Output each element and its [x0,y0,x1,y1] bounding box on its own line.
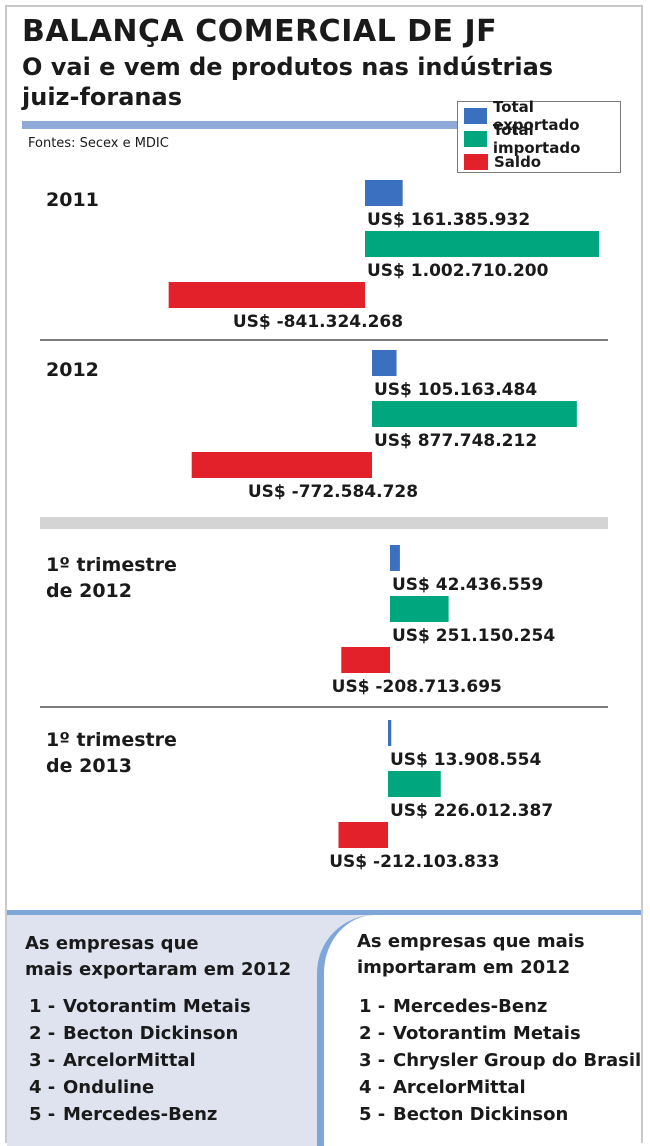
bar-saldo [168,282,365,308]
exporter-item: 1 - Votorantim Metais [29,993,251,1020]
exporter-item: 2 - Becton Dickinson [29,1020,251,1047]
data-label-saldo: US$ -212.103.833 [329,852,499,872]
rank-number: 5 - [359,1104,386,1125]
importer-item: 1 - Mercedes-Benz [359,993,641,1020]
page-title: BALANÇA COMERCIAL DE JF [22,14,498,49]
importer-item: 4 - ArcelorMittal [359,1074,641,1101]
exporters-heading-line2: mais exportaram em 2012 [25,959,292,980]
section-divider [40,706,608,708]
section-divider [40,517,608,529]
rank-number: 1 - [359,996,386,1017]
exporters-heading: As empresas que mais exportaram em 2012 [25,931,291,983]
legend-swatch-importado [464,130,487,147]
company-name: Votorantim Metais [393,1023,581,1044]
bar-saldo [338,822,388,848]
data-label-exportado: US$ 42.436.559 [392,575,543,595]
data-label-exportado: US$ 13.908.554 [390,750,542,770]
importers-heading-line2: importaram em 2012 [357,957,571,978]
company-name: ArcelorMittal [393,1077,526,1098]
data-label-exportado: US$ 105.163.484 [374,380,537,400]
source-note: Fontes: Secex e MDIC [28,136,169,151]
period-label: 1º trimestre [46,554,177,576]
company-name: ArcelorMittal [63,1050,196,1071]
company-name: Chrysler Group do Brasil [393,1050,642,1071]
period-label: de 2013 [46,755,132,777]
bar-importado [365,231,599,257]
legend-swatch-saldo [464,153,488,170]
rank-number: 4 - [29,1077,56,1098]
title-rule [22,121,462,129]
company-name: Becton Dickinson [63,1023,239,1044]
exporters-heading-line1: As empresas que [25,933,199,954]
bar-importado [372,401,577,427]
rank-number: 4 - [359,1077,386,1098]
data-label-saldo: US$ -208.713.695 [332,677,502,697]
rank-number: 1 - [29,996,56,1017]
chart-legend: Total exportado Total importado Saldo [457,98,621,173]
legend-swatch-exportado [464,107,487,124]
legend-label-exportado: Total exportado [492,97,580,134]
legend-item-saldo: Saldo [464,150,620,173]
bar-exportado [372,350,397,376]
rank-number: 5 - [29,1104,56,1125]
importer-item: 2 - Votorantim Metais [359,1020,641,1047]
bar-exportado [365,180,403,206]
rank-number: 3 - [359,1050,386,1071]
data-label-importado: US$ 1.002.710.200 [367,261,549,281]
data-label-exportado: US$ 161.385.932 [367,210,530,230]
data-label-importado: US$ 877.748.212 [374,431,537,451]
top-companies-panel: As empresas que mais exportaram em 2012 … [7,910,641,1146]
bar-saldo [191,452,372,478]
period-label: 2011 [46,189,99,211]
legend-item-exportado: Total exportado [464,98,620,134]
bar-importado [390,596,449,622]
company-name: Onduline [63,1077,155,1098]
exporter-item: 3 - ArcelorMittal [29,1047,251,1074]
data-label-importado: US$ 226.012.387 [390,801,553,821]
company-name: Becton Dickinson [393,1104,569,1125]
trade-balance-chart: 2011 US$ 161.385.932 US$ 1.002.710.200 US$ … [40,180,608,872]
importers-heading-line1: As empresas que mais [357,931,585,952]
bar-saldo [341,647,390,673]
data-label-saldo: US$ -841.324.268 [233,312,403,332]
rank-number: 2 - [29,1023,56,1044]
bar-exportado [388,720,392,746]
company-name: Votorantim Metais [63,996,251,1017]
data-label-saldo: US$ -772.584.728 [248,482,418,502]
exporter-item: 4 - Onduline [29,1074,251,1101]
bar-exportado [390,545,400,571]
importer-item: 5 - Becton Dickinson [359,1101,641,1128]
legend-item-importado: Total importado [464,121,620,157]
period-label: de 2012 [46,580,132,602]
rank-number: 2 - [359,1023,386,1044]
exporters-list: 1 - Votorantim Metais 2 - Becton Dickinson… [29,993,251,1128]
exporter-item: 5 - Mercedes-Benz [29,1101,251,1128]
legend-label-saldo: Saldo [494,152,542,171]
importers-heading: As empresas que mais importaram em 2012 [357,929,585,981]
period-label: 1º trimestre [46,729,177,751]
bar-importado [388,771,441,797]
company-name: Mercedes-Benz [63,1104,218,1125]
rank-number: 3 - [29,1050,56,1071]
importers-list: 1 - Mercedes-Benz 2 - Votorantim Metais 3 … [359,993,641,1128]
company-name: Mercedes-Benz [393,996,548,1017]
data-label-importado: US$ 251.150.254 [392,626,555,646]
page-subtitle: O vai e vem de produtos nas indústrias j… [22,53,554,111]
importer-item: 3 - Chrysler Group do Brasil [359,1047,641,1074]
importers-panel: As empresas que mais importaram em 2012 … [317,915,641,1146]
period-label: 2012 [46,359,99,381]
legend-label-importado: Total importado [492,120,581,157]
section-divider [40,339,608,341]
